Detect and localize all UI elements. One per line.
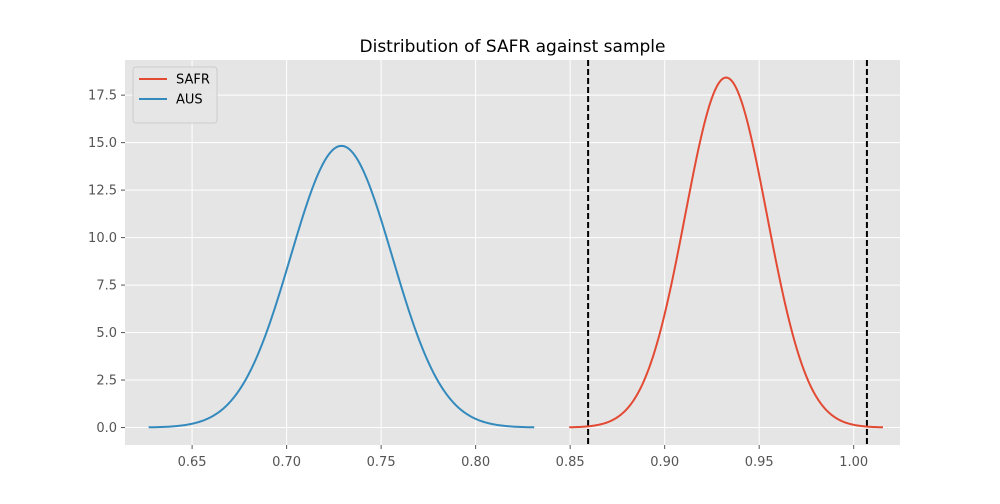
x-tick-label: 0.90 [650,455,679,470]
x-tick-label: 0.85 [556,455,585,470]
series-line-safr [569,76,884,429]
plot-area [125,60,900,445]
y-axis: 0.0 2.5 5.0 7.5 10.0 12.5 15.0 17.5 [88,89,125,436]
y-tick-label: 5.0 [96,326,117,341]
y-tick-label: 7.5 [96,279,117,294]
y-tick-label: 0.0 [96,421,117,436]
y-tick-label: 15.0 [88,136,117,151]
y-tick-label: 2.5 [96,374,117,389]
series-lines [148,76,884,429]
legend: SAFR AUS [132,66,218,124]
x-tick-label: 1.00 [839,455,868,470]
x-tick-label: 0.80 [461,455,490,470]
x-tick-label: 0.65 [178,455,207,470]
x-tick-label: 0.70 [272,455,301,470]
y-tick-label: 17.5 [88,89,117,104]
x-tick-label: 0.95 [745,455,774,470]
legend-label: AUS [176,93,203,108]
x-tick-label: 0.75 [367,455,396,470]
legend-label: SAFR [176,73,210,88]
y-tick-label: 10.0 [88,231,117,246]
chart-title: Distribution of SAFR against sample [360,37,666,57]
y-tick-label: 12.5 [88,184,117,199]
series-line-aus [148,144,535,429]
reference-lines [587,60,868,445]
x-axis: 0.65 0.70 0.75 0.80 0.85 0.90 0.95 1.00 [178,445,868,470]
grid-lines [125,60,900,445]
legend-box [132,66,218,124]
